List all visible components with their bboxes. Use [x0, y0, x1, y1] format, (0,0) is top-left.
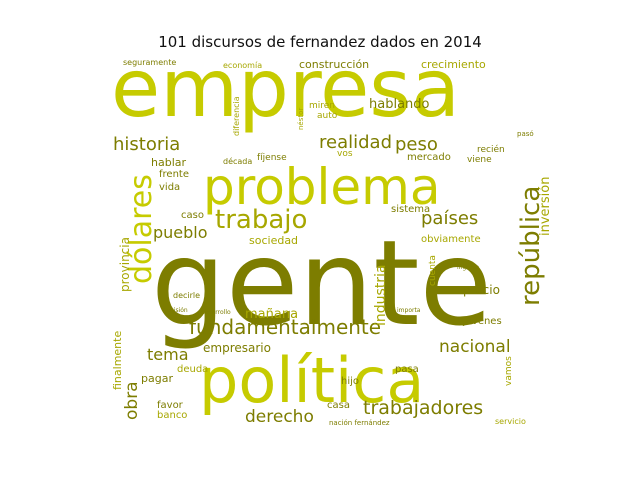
cloud-word: miren — [309, 101, 335, 111]
cloud-word: desarrollo — [201, 309, 231, 316]
cloud-word: fundamentalmente — [189, 315, 381, 339]
cloud-word: hijo — [341, 376, 359, 387]
cloud-word: finalmente — [111, 331, 124, 390]
cloud-word: decirle — [173, 291, 200, 300]
cloud-word: historia — [113, 134, 180, 155]
cloud-word: banco — [157, 410, 187, 421]
cloud-word: gente — [151, 214, 492, 352]
cloud-word: república — [516, 186, 546, 306]
cloud-word: fíjense — [257, 153, 287, 163]
cloud-word: peso — [395, 134, 438, 155]
wordcloud-svg: gente empresa política problema dólares repúb… — [111, 56, 553, 427]
cloud-word: seguramente — [123, 58, 176, 67]
cloud-word: mercado — [407, 152, 451, 163]
cloud-word: néstor — [297, 108, 305, 130]
cloud-word: cuenta — [428, 255, 438, 286]
cloud-word: tema — [147, 345, 189, 364]
cloud-word: países — [421, 208, 478, 229]
chart-title: 101 discursos de fernandez dados en 2014 — [158, 33, 482, 51]
cloud-word: pueblo — [153, 223, 208, 242]
cloud-word: realidad — [319, 132, 392, 153]
cloud-word: viene — [467, 155, 492, 165]
cloud-word: política — [199, 344, 424, 417]
cloud-word: mañana — [245, 307, 298, 322]
cloud-word: nación fernández — [329, 419, 390, 427]
cloud-word: empresario — [203, 341, 271, 355]
cloud-word: obviamente — [421, 234, 481, 245]
cloud-word: empresa — [111, 56, 460, 135]
cloud-word: importa — [397, 307, 421, 314]
cloud-word: trabajo — [215, 205, 307, 235]
cloud-word: derecho — [245, 407, 314, 427]
cloud-word: construcción — [299, 58, 369, 71]
cloud-word: servicio — [495, 417, 526, 426]
cloud-word: auto — [317, 111, 338, 121]
cloud-word: deuda — [177, 364, 208, 375]
cloud-word: favor — [157, 400, 184, 411]
cloud-word: frente — [159, 169, 189, 180]
cloud-word: obra — [122, 381, 142, 420]
cloud-word: provincia — [118, 237, 132, 292]
cloud-word: trabajadores — [363, 397, 483, 419]
cloud-word: nacional — [439, 337, 511, 357]
cloud-word: economía — [223, 61, 262, 70]
cloud-word: recién — [477, 144, 505, 155]
cloud-word: sistema — [391, 204, 430, 215]
cloud-word: hablar — [151, 156, 186, 169]
cloud-word: década — [223, 156, 252, 166]
cloud-word: hablando — [369, 97, 430, 112]
cloud-word: vos — [337, 149, 353, 159]
cloud-word: diferencia — [232, 96, 241, 136]
cloud-word: vida — [159, 182, 180, 193]
cloud-word: industria — [373, 264, 389, 326]
cloud-word: ingreso — [457, 264, 479, 271]
cloud-word: casa — [327, 400, 350, 411]
cloud-word: vamos — [504, 356, 514, 386]
cloud-word: pagar — [141, 372, 173, 385]
cloud-word: jóvenes — [462, 315, 502, 327]
cloud-word: crecimiento — [421, 58, 486, 71]
wordcloud-area: gente empresa política problema dólares repúb… — [99, 56, 561, 430]
cloud-word: caso — [181, 210, 204, 221]
cloud-word: pasa — [395, 364, 419, 375]
cloud-word: inversión — [538, 177, 553, 236]
cloud-word: problema — [203, 158, 441, 216]
cloud-word: pasó — [517, 130, 534, 138]
cloud-word: precio — [463, 283, 500, 297]
cloud-word: dólares — [124, 174, 159, 284]
cloud-word: sociedad — [249, 234, 298, 247]
cloud-word: decisión — [163, 307, 188, 314]
